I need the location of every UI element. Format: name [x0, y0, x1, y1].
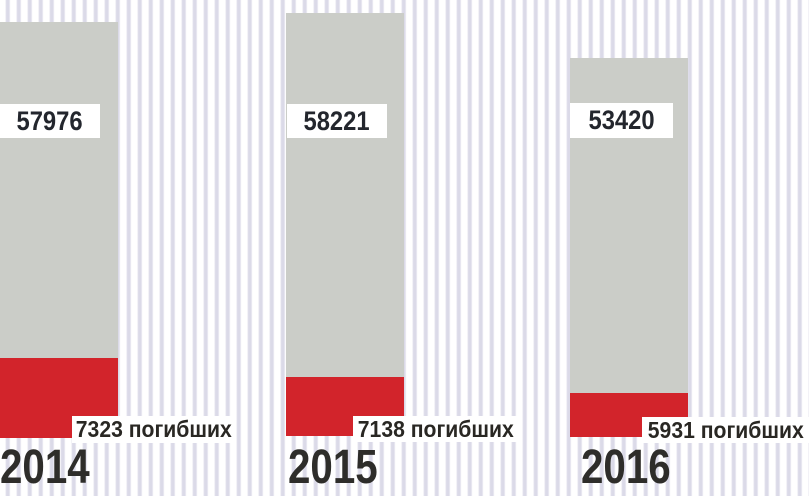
- total-value-text-2016: 53420: [588, 105, 655, 135]
- year-text-2014: 2014: [0, 441, 90, 494]
- deaths-value-text-2016: 5931 погибших: [647, 416, 804, 443]
- deaths-value-label-2014: 7323 погибших: [72, 416, 236, 443]
- total-value-label-2016: 53420: [570, 103, 673, 138]
- total-bar-2015: [286, 13, 404, 377]
- year-label-2014: 2014: [0, 444, 107, 492]
- year-text-2016: 2016: [581, 441, 671, 494]
- total-value-label-2015: 58221: [287, 104, 387, 138]
- total-value-text-2014: 57976: [16, 105, 84, 136]
- deaths-value-text-2014: 7323 погибших: [76, 416, 232, 442]
- deaths-value-label-2016: 5931 погибших: [642, 417, 809, 443]
- total-value-text-2015: 58221: [303, 105, 371, 136]
- deaths-value-text-2015: 7138 погибших: [358, 415, 514, 442]
- year-label-2015: 2015: [288, 444, 395, 492]
- year-label-2016: 2016: [581, 444, 688, 492]
- year-text-2015: 2015: [288, 441, 378, 494]
- total-value-label-2014: 57976: [0, 104, 100, 138]
- total-bar-2014: [0, 22, 118, 358]
- deaths-value-label-2015: 7138 погибших: [353, 416, 519, 442]
